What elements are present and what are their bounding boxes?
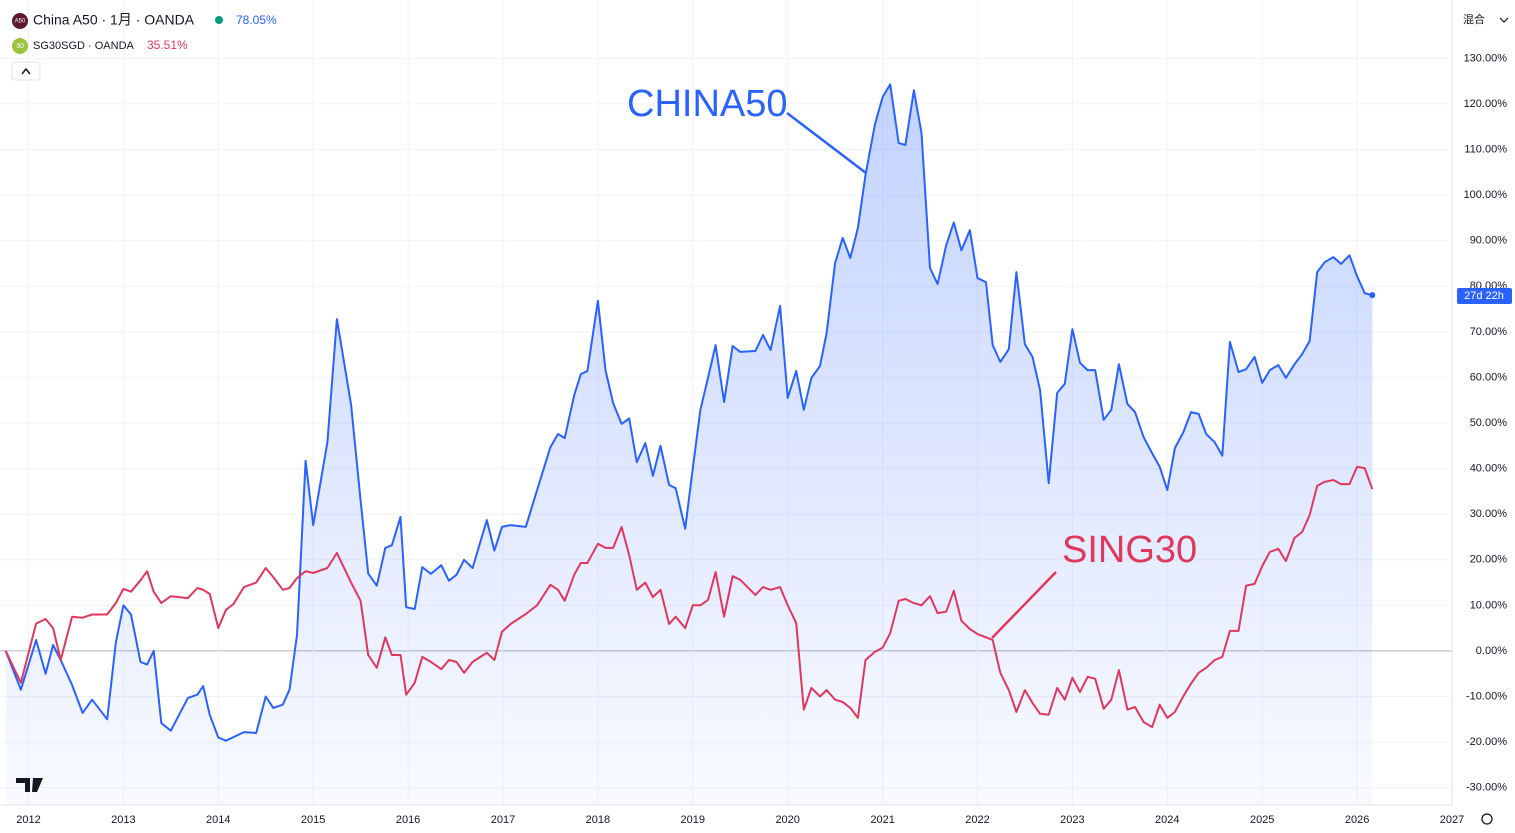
y-tick-label: 50.00% (1470, 417, 1508, 429)
legend-name[interactable]: China A50 · 1月 · OANDA (33, 12, 195, 28)
x-tick-label: 2017 (491, 814, 515, 826)
annotation: CHINA50 (627, 83, 788, 125)
symbol-icon (12, 13, 28, 29)
annotation: SING30 (1062, 529, 1197, 571)
plot-area (4, 83, 1376, 805)
x-tick-label: 2012 (16, 814, 40, 826)
x-tick-label: 2013 (111, 814, 135, 826)
x-tick-label: 2015 (301, 814, 325, 826)
y-tick-label: 30.00% (1470, 508, 1508, 520)
x-tick-label: 2025 (1250, 814, 1274, 826)
annotation-arrow (991, 571, 1057, 639)
y-tick-label: 20.00% (1470, 554, 1508, 566)
y-tick-label: 10.00% (1470, 599, 1508, 611)
line (4, 465, 1374, 729)
y-tick-label: -20.00% (1466, 736, 1507, 748)
y-tick-label: -30.00% (1466, 782, 1507, 794)
x-tick-label: 2020 (775, 814, 799, 826)
y-tick-label: 100.00% (1464, 189, 1508, 201)
price-axis (1452, 0, 1515, 833)
settings-icon[interactable] (1481, 813, 1493, 825)
line (4, 83, 1373, 742)
y-tick-label: 120.00% (1464, 98, 1508, 110)
x-tick-label: 2016 (396, 814, 420, 826)
legend-value: 35.51% (147, 38, 188, 52)
x-tick-label: 2021 (870, 814, 894, 826)
y-axis: -30.00% -20.00% -10.00% 0.00% 10.00% 20.00% 30… (1464, 52, 1508, 793)
y-tick-label: -10.00% (1466, 690, 1507, 702)
icon-text: 30 (16, 43, 24, 50)
y-tick-label: 70.00% (1470, 326, 1508, 338)
y-tick-label: 60.00% (1470, 371, 1508, 383)
logo (16, 778, 43, 792)
y-tick-label: 110.00% (1464, 143, 1507, 155)
countdown-text: 27d 22h (1464, 290, 1504, 302)
x-tick-label: 2022 (965, 814, 989, 826)
collapse-button[interactable] (11, 61, 41, 81)
y-tick-label: 0.00% (1476, 645, 1507, 657)
x-tick-label: 2023 (1060, 814, 1084, 826)
legend-name[interactable]: SG30SGD · OANDA (33, 40, 135, 52)
x-tick-label: 2026 (1345, 814, 1369, 826)
x-tick-label: 2018 (586, 814, 610, 826)
last-point (1369, 292, 1376, 299)
x-axis: 2012 2013 2014 2015 2016 2017 2018 2019 2020 2021… (16, 814, 1464, 826)
countdown-label (1457, 288, 1512, 304)
y-tick-label: 90.00% (1470, 235, 1508, 247)
icon-text: A50 (15, 19, 26, 25)
y-tick-label: 40.00% (1470, 463, 1508, 475)
x-tick-label: 2027 (1440, 814, 1464, 826)
area (5, 84, 1373, 805)
status-dot (215, 16, 223, 24)
dropdown-icon (1499, 17, 1509, 23)
annotation-arrow (786, 112, 867, 174)
x-tick-label: 2014 (206, 814, 230, 826)
chevron-icon (21, 67, 31, 75)
y-tick-label: 130.00% (1464, 52, 1508, 64)
mode-button[interactable]: 混合 (1463, 12, 1485, 26)
x-tick-label: 2024 (1155, 814, 1179, 826)
x-tick-label: 2019 (681, 814, 705, 826)
legend-value: 78.05% (236, 13, 277, 27)
symbol-icon (12, 38, 28, 54)
